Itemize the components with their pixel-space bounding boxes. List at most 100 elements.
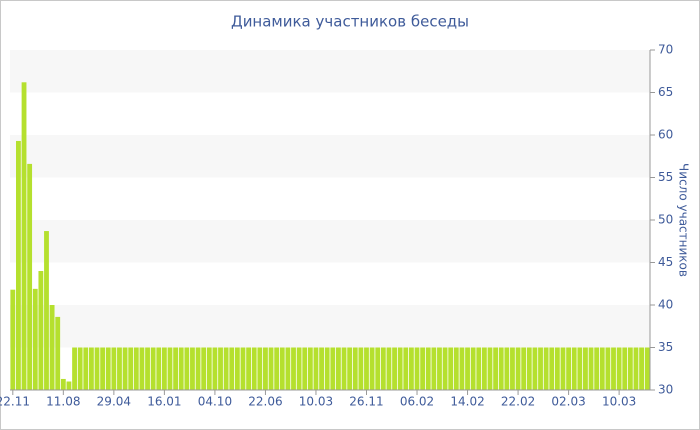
x-tick-label: 04.10: [198, 395, 232, 409]
bar: [111, 347, 117, 390]
bar: [128, 347, 134, 390]
bar: [139, 347, 145, 390]
bar: [145, 347, 150, 390]
x-tick-label: 22.06: [248, 395, 282, 409]
bar: [274, 347, 280, 390]
bar: [55, 316, 61, 390]
x-tick-label: 06.02: [400, 395, 434, 409]
bar: [324, 347, 330, 390]
bar: [27, 163, 33, 390]
bar: [566, 347, 572, 390]
x-tick-label: 11.08: [46, 395, 80, 409]
bar: [173, 347, 179, 390]
bar: [246, 347, 252, 390]
bar: [364, 347, 369, 390]
bar: [493, 347, 499, 390]
y-tick-label: 30: [658, 383, 673, 397]
grid-band: [10, 220, 650, 263]
bar: [408, 347, 414, 390]
bar: [622, 347, 628, 390]
bar: [453, 347, 459, 390]
bar: [251, 347, 257, 390]
bar: [49, 305, 55, 390]
bar: [77, 347, 83, 390]
bar: [38, 271, 44, 390]
bar: [510, 347, 515, 390]
bar: [319, 347, 324, 390]
bar: [313, 347, 319, 390]
bar: [358, 347, 364, 390]
bar: [504, 347, 510, 390]
bar: [465, 347, 470, 390]
bar: [442, 347, 448, 390]
bar: [105, 347, 111, 390]
bar: [44, 231, 49, 390]
bar: [94, 347, 100, 390]
bar: [285, 347, 291, 390]
bar: [386, 347, 392, 390]
bar: [498, 347, 504, 390]
grid-band: [10, 305, 650, 348]
bar: [414, 347, 420, 390]
grid-band: [10, 135, 650, 178]
bar: [307, 347, 313, 390]
bar: [32, 288, 38, 390]
bar: [526, 347, 532, 390]
bar: [336, 347, 341, 390]
bar: [229, 347, 235, 390]
bar: [599, 347, 605, 390]
y-tick-label: 35: [658, 340, 673, 354]
bar: [588, 347, 594, 390]
bar: [16, 140, 21, 390]
bar: [218, 347, 223, 390]
bar: [83, 347, 89, 390]
bar: [481, 347, 487, 390]
bar: [156, 347, 162, 390]
bar: [583, 347, 588, 390]
bar: [302, 347, 308, 390]
bar: [431, 347, 437, 390]
bar: [375, 347, 381, 390]
y-tick-label: 70: [658, 43, 673, 57]
x-tick-label: 26.11: [349, 395, 383, 409]
bar: [521, 347, 527, 390]
bar: [352, 347, 358, 390]
bar: [437, 347, 442, 390]
bar: [234, 347, 240, 390]
bar: [532, 347, 538, 390]
bar: [72, 347, 77, 390]
x-tick-label: 10.03: [602, 395, 636, 409]
x-tick-label: 22.02: [501, 395, 535, 409]
bar: [538, 347, 543, 390]
bar: [122, 347, 128, 390]
bar: [190, 347, 195, 390]
bar: [611, 347, 616, 390]
grid-bands: [10, 50, 650, 348]
bar: [577, 347, 583, 390]
bar: [616, 347, 622, 390]
bar: [420, 347, 426, 390]
x-tick-label: 02.03: [551, 395, 585, 409]
bar: [627, 347, 633, 390]
bar: [549, 347, 555, 390]
y-tick-label: 50: [658, 213, 673, 227]
bar: [397, 347, 403, 390]
bar: [240, 347, 246, 390]
bar: [605, 347, 611, 390]
bar: [515, 347, 521, 390]
bar: [223, 347, 229, 390]
bar: [88, 347, 94, 390]
bar: [161, 347, 167, 390]
bar: [201, 347, 207, 390]
bar: [341, 347, 347, 390]
bar: [560, 347, 566, 390]
bar: [257, 347, 263, 390]
bar: [279, 347, 285, 390]
bar: [268, 347, 274, 390]
y-tick-label: 40: [658, 298, 673, 312]
bar: [100, 347, 106, 390]
bar: [403, 347, 409, 390]
bar: [369, 347, 375, 390]
bar: [178, 347, 184, 390]
